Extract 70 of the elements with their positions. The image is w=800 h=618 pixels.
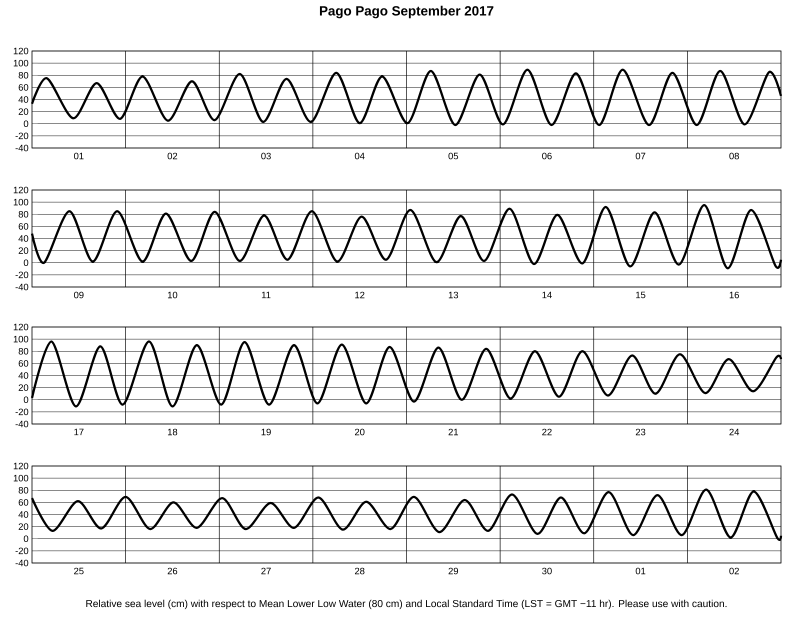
y-tick-label: 120: [14, 48, 28, 54]
x-tick-label: 06: [542, 152, 552, 160]
x-tick-label: 23: [636, 428, 646, 436]
x-tick-label: 25: [74, 568, 84, 574]
x-tick-label: 04: [354, 152, 365, 160]
x-tick-label: 21: [448, 428, 458, 436]
y-tick-label: 80: [18, 210, 28, 218]
chart-title: Pago Pago September 2017: [320, 6, 494, 18]
y-tick-label: -40: [16, 420, 28, 428]
y-tick-label: 80: [18, 486, 28, 494]
y-tick-label: 20: [18, 384, 28, 391]
x-tick-label: 14: [542, 292, 552, 298]
x-tick-label: 10: [168, 292, 178, 298]
text: Relative sea level (cm) with respect to Mean Lower Low Water (80 cm) and Local Standard Time (LST = GMT −11 hr). Please use with caution.: [86, 600, 727, 610]
x-tick-label: 02: [168, 152, 178, 160]
x-tick-label: 17: [74, 428, 84, 436]
y-tick-label: 100: [14, 60, 28, 66]
y-tick-label: -40: [16, 144, 28, 152]
y-tick-label: 20: [18, 523, 28, 530]
x-tick-label: 03: [261, 152, 271, 160]
y-tick-label: 100: [14, 336, 28, 342]
x-tick-label: 16: [730, 292, 739, 298]
y-tick-label: -20: [16, 548, 28, 554]
y-tick-label: 120: [14, 324, 28, 330]
x-tick-label: 20: [354, 428, 365, 436]
y-tick-label: 20: [18, 247, 28, 254]
y-tick-label: -40: [16, 284, 28, 290]
y-tick-label: 0: [24, 396, 28, 404]
x-tick-label: 05: [448, 152, 458, 160]
x-tick-label: 22: [542, 428, 552, 436]
y-tick-label: 0: [24, 535, 28, 542]
x-tick-label: 11: [262, 292, 270, 298]
y-tick-label: 100: [14, 198, 28, 206]
y-tick-label: 60: [18, 84, 28, 91]
x-tick-label: 30: [542, 568, 552, 574]
y-tick-label: 40: [18, 511, 28, 518]
y-tick-label: -20: [16, 272, 28, 278]
y-tick-label: 60: [18, 223, 28, 230]
x-tick-label: 02: [729, 568, 739, 574]
x-tick-label: 08: [729, 152, 739, 160]
x-tick-label: 26: [168, 568, 178, 574]
x-tick-label: 19: [262, 428, 271, 436]
y-tick-label: -20: [16, 408, 28, 416]
y-tick-label: 80: [18, 348, 28, 355]
x-tick-label: 27: [261, 568, 271, 574]
y-tick-label: 40: [18, 96, 28, 103]
y-tick-label: 40: [18, 372, 28, 379]
y-tick-label: 0: [24, 259, 28, 266]
y-tick-label: 120: [14, 186, 28, 194]
y-tick-label: 60: [18, 360, 28, 367]
y-tick-label: 0: [24, 120, 28, 128]
y-tick-label: 20: [18, 108, 28, 115]
x-tick-label: 28: [354, 568, 364, 574]
y-tick-label: -40: [16, 560, 28, 566]
y-tick-label: -20: [16, 132, 28, 140]
x-tick-label: 12: [355, 292, 364, 298]
x-tick-label: 01: [636, 568, 646, 574]
y-tick-label: 100: [14, 474, 28, 482]
x-tick-label: 18: [168, 428, 178, 436]
y-tick-label: 60: [18, 499, 28, 506]
y-tick-label: 40: [18, 235, 28, 242]
x-tick-label: 15: [636, 292, 646, 298]
x-tick-label: 01: [74, 152, 84, 160]
y-tick-label: 120: [14, 462, 28, 470]
x-tick-label: 07: [636, 152, 646, 160]
x-tick-label: 13: [448, 292, 458, 298]
x-tick-label: 24: [729, 428, 740, 436]
x-tick-label: 09: [74, 292, 84, 298]
x-tick-label: 29: [448, 568, 458, 574]
y-tick-label: 80: [18, 72, 28, 79]
